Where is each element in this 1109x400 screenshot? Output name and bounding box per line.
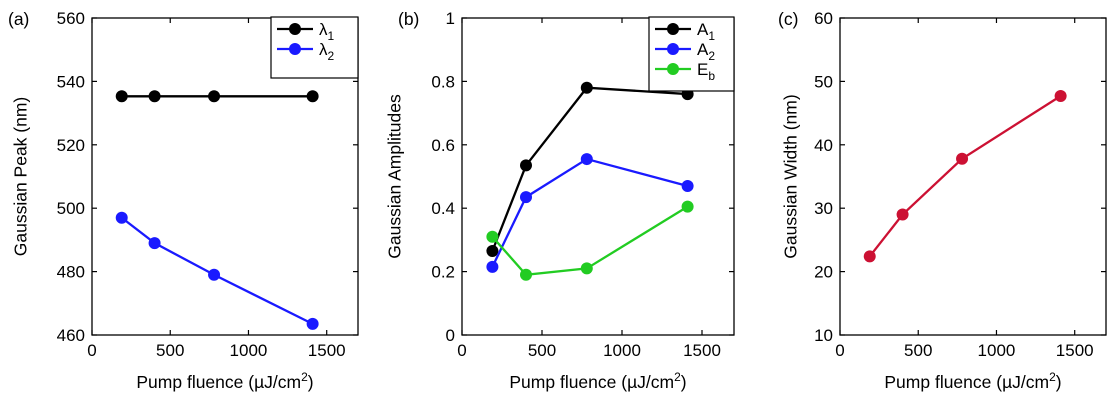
- y-tick-label: 500: [57, 199, 85, 218]
- plot-frame: [461, 17, 735, 336]
- series-λ1: [115, 90, 319, 103]
- data-point: [580, 153, 593, 166]
- data-point: [520, 159, 532, 172]
- panel-label: (b): [398, 9, 419, 29]
- x-tick-label: 1000: [978, 341, 1016, 360]
- x-tick-label: 500: [904, 341, 932, 360]
- x-tick-label: 500: [528, 341, 556, 360]
- data-point: [896, 208, 909, 221]
- legend-box: [270, 16, 359, 79]
- data-point: [520, 268, 532, 281]
- data-point: [115, 211, 128, 224]
- x-tick-label: 1500: [683, 341, 721, 360]
- y-axis-label: Gaussian Amplitudes: [385, 94, 405, 259]
- y-tick-label: 50: [814, 72, 833, 91]
- y-tick-label: 1: [446, 9, 455, 28]
- x-axis-label: Pump fluence (µJ/cm2): [509, 370, 686, 392]
- legend-label: A1: [697, 20, 715, 43]
- y-tick-label: 540: [57, 72, 85, 91]
- y-tick-label: 0.8: [431, 72, 455, 91]
- x-tick-label: 500: [156, 341, 184, 360]
- data-point: [681, 180, 694, 193]
- data-point: [306, 317, 319, 330]
- data-point: [306, 90, 319, 103]
- data-point: [486, 230, 499, 243]
- legend-marker: [289, 43, 301, 55]
- legend-marker: [667, 43, 679, 55]
- series-λ2: [115, 211, 319, 330]
- y-tick-label: 60: [814, 9, 833, 28]
- y-tick-label: 10: [814, 326, 833, 345]
- plot-frame: [839, 17, 1107, 336]
- x-tick-label: 0: [457, 341, 466, 360]
- series: [863, 89, 1067, 263]
- data-point: [148, 237, 161, 250]
- data-point: [956, 152, 969, 165]
- panel-a: 0 500 1000 1500 460 480 500 520 540 560 (a) Gaussia…: [8, 9, 359, 392]
- y-tick-label: 0: [446, 326, 455, 345]
- x-tick-label: 1500: [308, 341, 346, 360]
- y-tick-label: 480: [57, 263, 85, 282]
- panel-label: (c): [778, 9, 798, 29]
- data-point: [580, 81, 593, 94]
- legend-label: λ1: [319, 20, 335, 43]
- series-a1: [486, 81, 694, 257]
- data-point: [863, 250, 876, 263]
- panel-c: 0 500 1000 1500 10 20 30 40 50 60 (c) Gaussian Widt…: [778, 9, 1107, 392]
- data-point: [208, 90, 221, 103]
- data-point: [486, 244, 499, 257]
- series-line: [121, 216, 314, 325]
- y-tick-label: 560: [57, 9, 85, 28]
- data-point: [208, 268, 221, 281]
- y-tick-label: 0.2: [431, 263, 455, 282]
- data-point: [486, 260, 499, 273]
- series-line: [491, 205, 689, 276]
- x-tick-label: 0: [87, 341, 96, 360]
- legend-marker: [289, 23, 301, 35]
- legend-marker: [667, 23, 679, 35]
- y-tick-label: 40: [814, 136, 833, 155]
- x-tick-label: 1500: [1056, 341, 1094, 360]
- x-axis-label: Pump fluence (µJ/cm2): [136, 370, 313, 392]
- y-tick-label: 460: [57, 326, 85, 345]
- y-axis-label: Gaussian Width (nm): [781, 94, 801, 258]
- y-tick-label: 520: [57, 136, 85, 155]
- data-point: [681, 200, 694, 213]
- legend-label: Eb: [697, 60, 715, 83]
- plot-frame: [91, 17, 359, 336]
- data-point: [520, 191, 532, 204]
- data-point: [148, 90, 161, 103]
- series-line: [491, 86, 688, 252]
- data-point: [580, 262, 593, 275]
- y-tick-label: 30: [814, 199, 833, 218]
- series-eb: [486, 200, 694, 281]
- data-point: [1054, 89, 1067, 102]
- x-tick-label: 0: [835, 341, 844, 360]
- data-point: [115, 90, 128, 103]
- series-a2: [486, 153, 694, 273]
- y-axis-label: Gaussian Peak (nm): [11, 97, 31, 257]
- series-line: [868, 95, 1062, 258]
- x-tick-label: 1000: [603, 341, 641, 360]
- series-line: [491, 157, 688, 268]
- panel-label: (a): [8, 9, 29, 29]
- panel-b: 0 500 1000 1500 0 0.2 0.4 0.6 0.8 1 (b) Gaussian Am…: [385, 9, 735, 392]
- y-tick-label: 20: [814, 263, 833, 282]
- x-tick-label: 1000: [230, 341, 268, 360]
- y-tick-label: 0.4: [431, 199, 455, 218]
- legend-marker: [667, 63, 679, 75]
- y-tick-label: 0.6: [431, 136, 455, 155]
- x-axis-label: Pump fluence (µJ/cm2): [884, 370, 1061, 392]
- legend-label: A2: [697, 40, 715, 63]
- legend-label: λ2: [319, 40, 335, 63]
